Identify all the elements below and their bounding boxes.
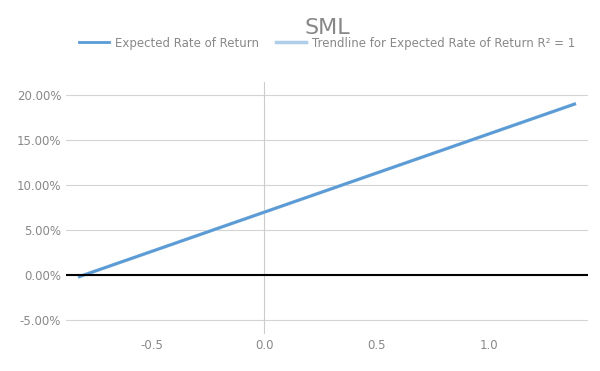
Line: Expected Rate of Return: Expected Rate of Return: [79, 104, 575, 276]
Expected Rate of Return: [379, 169, 386, 173]
Trendline for Expected Rate of Return R² = 1: [571, 102, 578, 106]
Expected Rate of Return: [77, 274, 85, 278]
Expected Rate of Return: [493, 129, 500, 134]
Trendline for Expected Rate of Return R² = 1: [379, 169, 386, 173]
Legend: Expected Rate of Return, Trendline for Expected Rate of Return R² = 1: Expected Rate of Return, Trendline for E…: [74, 32, 580, 55]
Trendline for Expected Rate of Return R² = 1: [524, 118, 532, 122]
Trendline for Expected Rate of Return R² = 1: [493, 129, 500, 134]
Expected Rate of Return: [371, 172, 378, 176]
Line: Trendline for Expected Rate of Return R² = 1: Trendline for Expected Rate of Return R²…: [79, 104, 575, 276]
Expected Rate of Return: [524, 118, 532, 122]
Trendline for Expected Rate of Return R² = 1: [369, 172, 376, 177]
Title: SML: SML: [304, 19, 350, 38]
Trendline for Expected Rate of Return R² = 1: [76, 274, 83, 279]
Expected Rate of Return: [76, 274, 83, 279]
Trendline for Expected Rate of Return R² = 1: [371, 172, 378, 176]
Expected Rate of Return: [571, 102, 578, 106]
Expected Rate of Return: [369, 172, 376, 177]
Trendline for Expected Rate of Return R² = 1: [77, 274, 85, 278]
